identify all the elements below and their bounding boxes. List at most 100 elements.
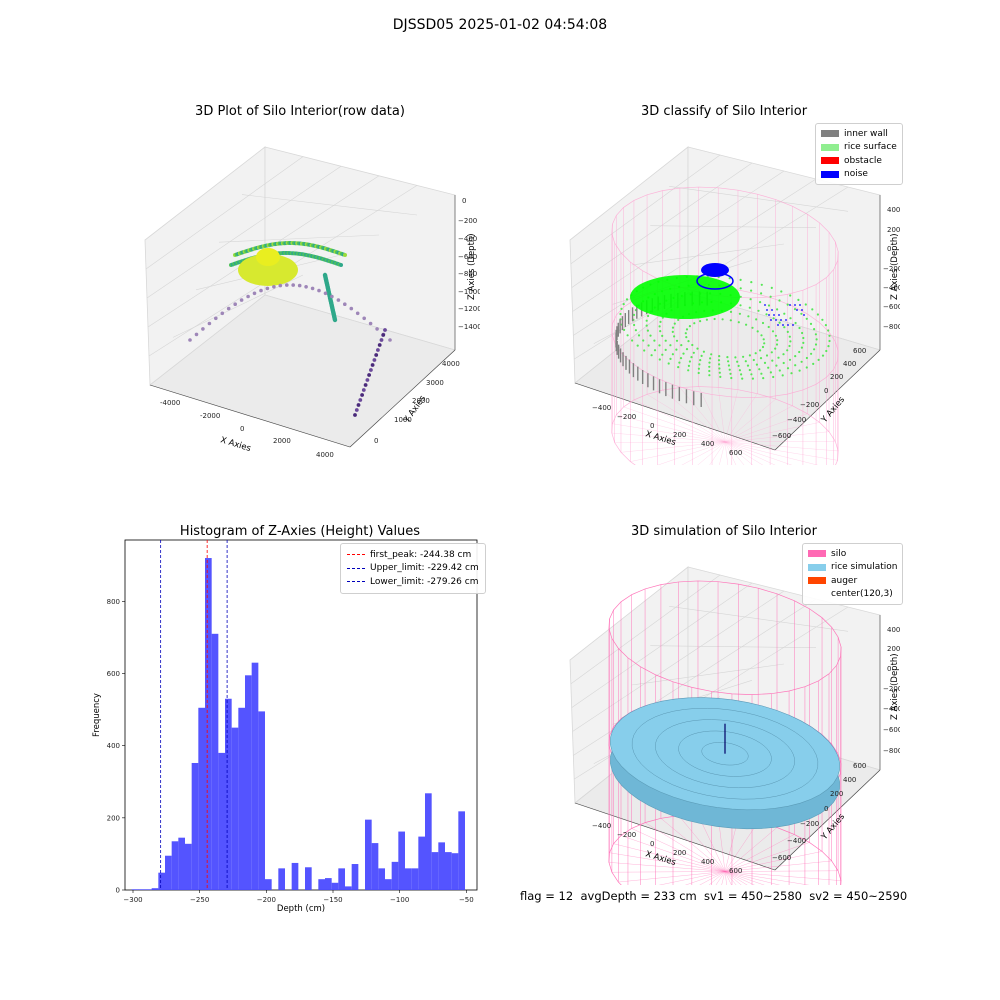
grid-line bbox=[241, 194, 418, 216]
noise-point bbox=[771, 309, 773, 311]
data-point bbox=[370, 363, 375, 367]
rice-surface-point bbox=[698, 363, 701, 366]
rice-surface-point bbox=[669, 344, 672, 347]
rice-surface-point bbox=[747, 315, 750, 318]
rice-surface-point bbox=[658, 325, 661, 328]
data-point bbox=[272, 285, 276, 289]
rice-surface-point bbox=[755, 363, 758, 366]
histogram-ticks: −300 −250 −200 −150 −100 −50 0 200 400 600 800 bbox=[107, 598, 474, 904]
panel4-ztick: −200 bbox=[883, 685, 900, 693]
silo-floor-spoke bbox=[724, 834, 795, 872]
panel4-ytick: −200 bbox=[800, 820, 819, 828]
silo-floor-spoke bbox=[724, 441, 745, 465]
panel1-xtick: -2000 bbox=[200, 412, 220, 420]
rice-surface-point bbox=[794, 355, 797, 358]
silo-floor-spoke bbox=[724, 871, 742, 885]
x-tick-label: −250 bbox=[190, 896, 209, 904]
rice-surface-point bbox=[789, 294, 792, 297]
silo-floor-spoke bbox=[613, 843, 726, 872]
y-tick-label: 800 bbox=[107, 598, 120, 606]
rice-surface-point bbox=[702, 350, 705, 353]
data-point bbox=[361, 388, 366, 392]
panel1-ztick: −800 bbox=[458, 270, 477, 278]
rice-surface-point bbox=[761, 345, 765, 349]
data-point bbox=[379, 338, 384, 342]
data-point bbox=[355, 311, 360, 316]
histogram-bar bbox=[385, 879, 392, 890]
data-point bbox=[317, 288, 321, 293]
rice-surface-point bbox=[737, 364, 740, 367]
data-point bbox=[339, 263, 343, 267]
rice-surface-point bbox=[786, 303, 789, 306]
rice-surface-point bbox=[748, 306, 751, 309]
histogram-bar bbox=[158, 872, 165, 890]
rice-surface-point bbox=[667, 362, 670, 365]
histogram-bar bbox=[231, 727, 239, 890]
dense-cluster bbox=[238, 254, 298, 286]
grid-line bbox=[572, 590, 785, 732]
data-point bbox=[356, 403, 361, 407]
noise-point bbox=[773, 314, 775, 316]
rice-surface-point bbox=[647, 344, 650, 347]
panel2-xtick: 0 bbox=[650, 422, 654, 430]
panel2-ytick: 200 bbox=[830, 373, 843, 381]
rice-surface-point bbox=[750, 289, 753, 292]
panel4-simulation-3d-plot: −400 −200 0 200 400 600 −600 −400 −200 0… bbox=[569, 566, 900, 885]
rice-surface-point bbox=[781, 374, 784, 377]
rice-surface-contour bbox=[655, 719, 795, 789]
rice-surface-point bbox=[745, 323, 748, 326]
rice-surface-point bbox=[761, 321, 765, 325]
rice-surface-point bbox=[767, 304, 771, 307]
histogram-bar bbox=[205, 558, 212, 890]
grid-line bbox=[145, 156, 304, 270]
data-point bbox=[259, 288, 263, 293]
data-point bbox=[343, 302, 347, 306]
histogram-bar bbox=[378, 868, 385, 890]
noise-point bbox=[785, 319, 787, 321]
silo-floor-spoke bbox=[724, 441, 793, 465]
silo-floor-spoke bbox=[724, 393, 758, 443]
rice-surface-point bbox=[736, 360, 739, 363]
panel2-xtick: 200 bbox=[673, 431, 686, 439]
rice-surface-point bbox=[691, 343, 694, 347]
rice-surface-point bbox=[697, 367, 700, 370]
data-point bbox=[297, 283, 302, 288]
y-tick-label: 600 bbox=[107, 670, 120, 678]
obstacle-swatch bbox=[821, 157, 839, 165]
rice-surface-point bbox=[814, 333, 817, 336]
histogram-bar bbox=[405, 868, 412, 890]
panel4-ytick: 400 bbox=[843, 776, 856, 784]
grid-line bbox=[669, 186, 849, 212]
rice-surface-point bbox=[759, 357, 763, 360]
data-point bbox=[362, 316, 366, 321]
noise-point bbox=[803, 314, 805, 316]
grid-line bbox=[571, 162, 753, 288]
rice-surface-point bbox=[746, 364, 750, 367]
x-tick-label: −50 bbox=[459, 896, 474, 904]
rice-surface-point bbox=[658, 358, 661, 361]
rice-surface-point bbox=[760, 372, 763, 375]
rice-surface-point bbox=[828, 334, 831, 337]
panel1-xtick: 0 bbox=[240, 425, 244, 433]
data-point bbox=[377, 343, 382, 347]
panel1-xtick: -4000 bbox=[160, 399, 180, 407]
rice-surface-point bbox=[765, 313, 768, 316]
silo-floor-spoke bbox=[724, 441, 818, 465]
grid-line bbox=[669, 606, 849, 632]
panel3-title: Histogram of Z-Axies (Height) Values bbox=[179, 524, 421, 539]
histogram-bar bbox=[371, 843, 379, 890]
noise-point bbox=[766, 309, 768, 311]
rice-surface-point bbox=[632, 313, 636, 316]
panel2-zlabel: Z Axies (Depth) bbox=[890, 233, 900, 300]
data-point bbox=[220, 311, 225, 316]
silo-floor-spoke bbox=[724, 827, 778, 872]
rice-surface-point bbox=[774, 334, 777, 337]
rice-surface-point bbox=[805, 366, 808, 369]
silo-floor-spoke bbox=[658, 871, 726, 885]
noise-point bbox=[796, 309, 798, 311]
y-tick-label: 0 bbox=[116, 887, 120, 895]
grid-line bbox=[571, 582, 753, 708]
rice-surface-point bbox=[763, 361, 767, 364]
data-point bbox=[343, 253, 347, 257]
data-point bbox=[365, 378, 370, 382]
